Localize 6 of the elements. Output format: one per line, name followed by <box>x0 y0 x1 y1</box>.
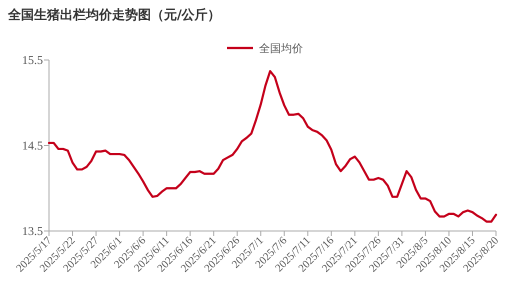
line-series <box>48 70 498 223</box>
y-tick-label: 15.5 <box>22 53 43 67</box>
y-tick-label: 13.5 <box>22 224 43 238</box>
y-tick-label: 14.5 <box>22 138 43 152</box>
chart-title: 全国生猪出栏均价走势图（元/公斤） <box>7 7 221 23</box>
legend-label: 全国均价 <box>259 42 303 55</box>
